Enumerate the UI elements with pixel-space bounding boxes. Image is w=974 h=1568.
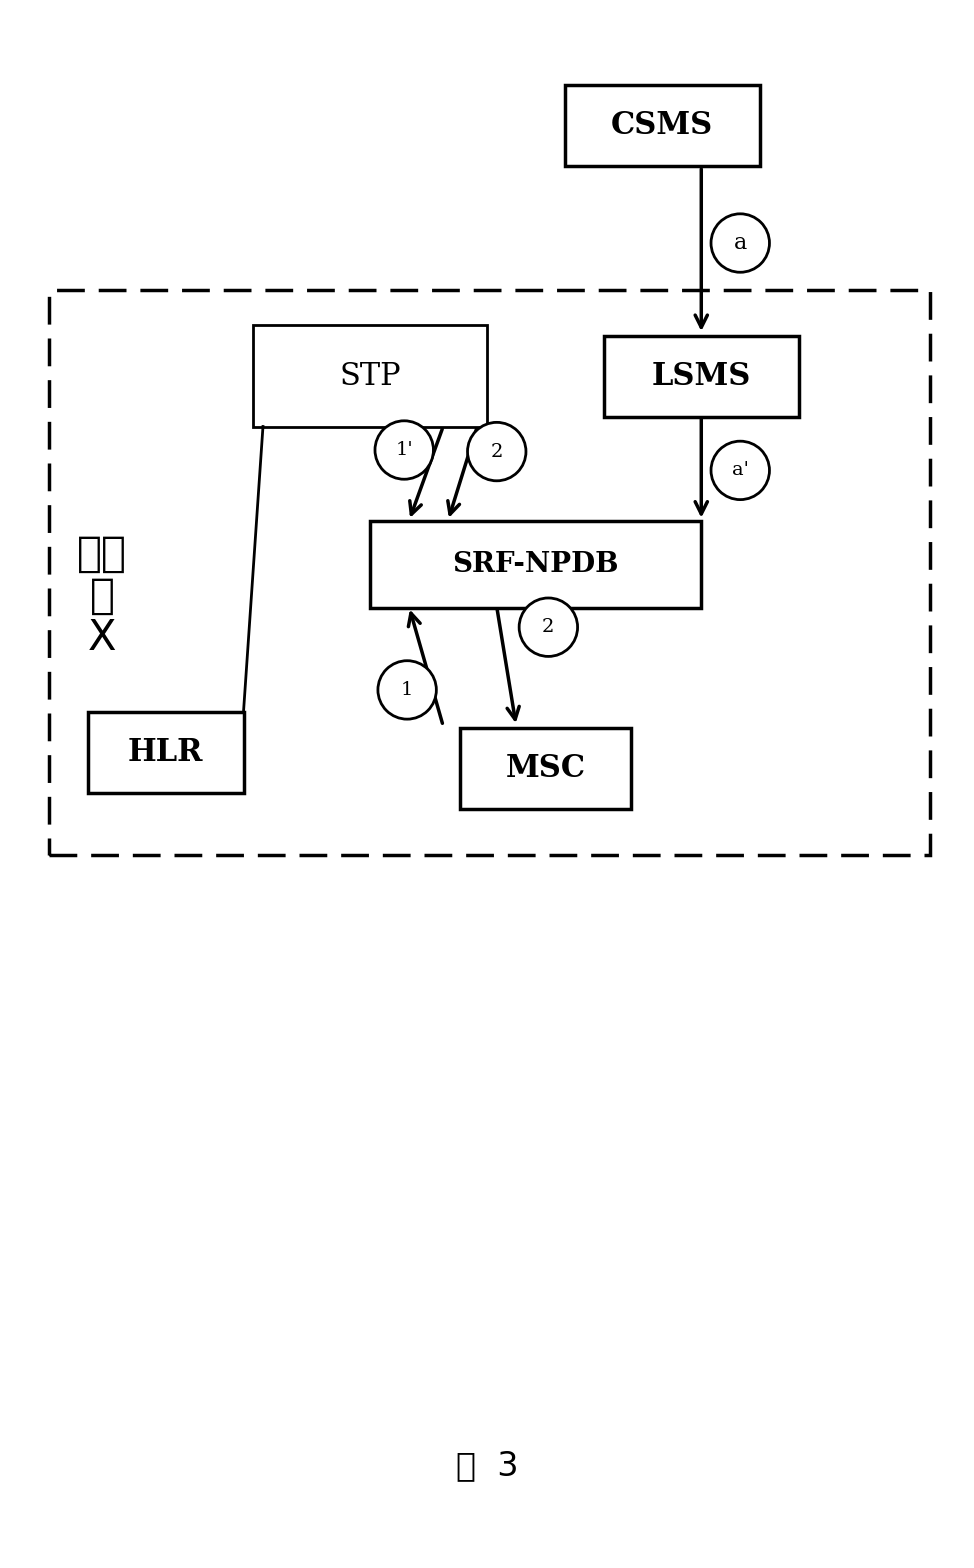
Ellipse shape bbox=[375, 420, 433, 480]
Text: 2: 2 bbox=[543, 618, 554, 637]
Text: 2: 2 bbox=[491, 442, 503, 461]
Text: a': a' bbox=[731, 461, 749, 480]
FancyBboxPatch shape bbox=[88, 712, 244, 793]
Text: 运营
商
X: 运营 商 X bbox=[77, 533, 128, 659]
Text: STP: STP bbox=[339, 361, 401, 392]
Text: a: a bbox=[733, 232, 747, 254]
Text: MSC: MSC bbox=[506, 753, 585, 784]
Text: 1: 1 bbox=[401, 681, 413, 699]
FancyBboxPatch shape bbox=[370, 521, 701, 607]
Ellipse shape bbox=[711, 213, 769, 273]
FancyBboxPatch shape bbox=[461, 728, 631, 809]
Text: 图  3: 图 3 bbox=[456, 1449, 518, 1483]
Ellipse shape bbox=[711, 441, 769, 500]
Text: HLR: HLR bbox=[128, 737, 204, 768]
Text: 1': 1' bbox=[395, 441, 413, 459]
FancyBboxPatch shape bbox=[604, 336, 799, 417]
Ellipse shape bbox=[378, 660, 436, 720]
Text: LSMS: LSMS bbox=[652, 361, 751, 392]
FancyBboxPatch shape bbox=[253, 326, 487, 428]
Text: CSMS: CSMS bbox=[612, 110, 713, 141]
FancyBboxPatch shape bbox=[49, 290, 930, 855]
Ellipse shape bbox=[519, 597, 578, 657]
Ellipse shape bbox=[468, 422, 526, 481]
Text: SRF-NPDB: SRF-NPDB bbox=[453, 550, 618, 579]
FancyBboxPatch shape bbox=[565, 85, 760, 166]
